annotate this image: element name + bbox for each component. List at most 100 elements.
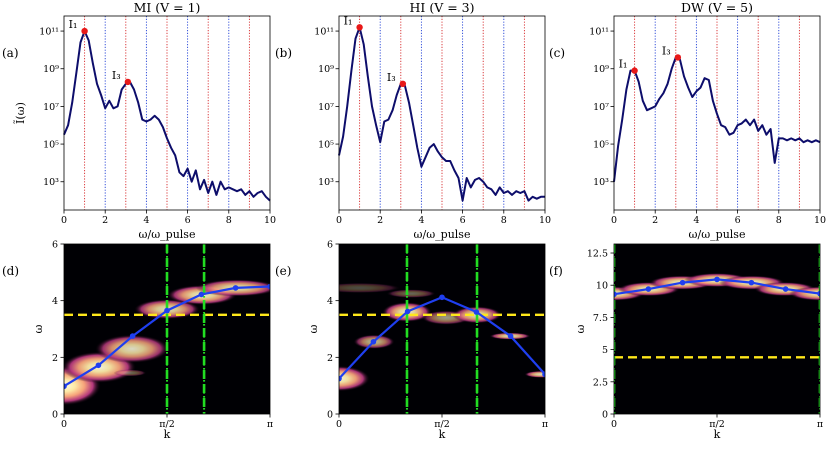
peak-marker	[124, 78, 132, 86]
dispersion-point	[748, 279, 755, 286]
peak-marker	[81, 27, 88, 35]
panel-label-c: (c)	[549, 46, 565, 60]
y-tick-label: 10⁷	[593, 102, 609, 113]
panel-label-b: (b)	[275, 46, 292, 60]
peak-label: I₃	[112, 69, 121, 82]
dispersion-point	[64, 383, 67, 390]
dispersion-point	[232, 285, 239, 291]
spectral-intensity-blob	[339, 282, 401, 294]
x-tick-label: 8	[226, 215, 232, 226]
x-tick-label: 0	[336, 215, 342, 226]
chart-panel-b: HI (V = 3) I₁ I₃ 0 2 4 6 8 10 10³ 10⁵ 10⁷ 10⁹ 10¹¹ ω/ω…	[314, 0, 551, 241]
x-tick-label: 10	[264, 215, 276, 226]
x-tick-label: 0	[611, 419, 617, 430]
peak-label: I₁	[344, 14, 353, 27]
dispersion-point	[714, 276, 720, 283]
dispersion-point	[782, 286, 789, 292]
y-axis-label: ω	[574, 324, 587, 333]
x-tick-label: 4	[418, 215, 424, 226]
panel-label-f: (f)	[549, 264, 563, 278]
chart-panel-d: 0 π/2 π 0 2 4 6 k ω	[32, 240, 273, 442]
x-axis-label: k	[164, 428, 171, 441]
x-tick-label: 6	[735, 215, 741, 226]
chart-title: HI (V = 3)	[410, 0, 475, 15]
y-tick-label: 10³	[318, 177, 334, 188]
y-tick-label: 2	[52, 353, 58, 364]
x-axis-label: ω/ω_pulse	[689, 228, 746, 241]
axes-frame	[338, 15, 546, 211]
x-tick-label: π	[817, 419, 823, 430]
x-tick-label: 8	[501, 215, 507, 226]
x-tick-label: 2	[652, 215, 658, 226]
chart-panel-a: MI (V = 1) I₁ I₃ 0 2 4 6 8 10 10³ 10⁵ 10⁷ 10⁹ 10¹¹ ω/ω…	[13, 0, 276, 241]
y-tick-label: 0	[602, 410, 608, 421]
dispersion-point	[679, 279, 686, 286]
spectrum-line	[613, 56, 821, 182]
chart-title: MI (V = 1)	[134, 0, 201, 15]
peak-marker	[356, 24, 363, 31]
y-tick-label: 10	[596, 281, 608, 292]
axes-frame	[63, 15, 271, 211]
y-axis-label: Ĩ(ω)	[13, 102, 27, 124]
x-tick-label: 6	[460, 215, 466, 226]
y-tick-label: 10⁹	[593, 64, 609, 75]
x-tick-label: π	[267, 419, 273, 430]
y-axis-label: ω	[307, 324, 320, 333]
dispersion-point	[129, 333, 136, 339]
y-tick-label: 2.5	[593, 377, 608, 388]
spectral-intensity-blob	[113, 369, 147, 377]
dispersion-point	[339, 375, 342, 382]
peak-label: I₃	[662, 44, 671, 57]
panel-label-e: (e)	[275, 264, 291, 278]
y-tick-label: 10¹¹	[589, 27, 609, 38]
y-tick-label: 10⁹	[43, 64, 59, 75]
chart-panel-e: 0 π/2 π 0 2 4 6 k ω	[307, 240, 548, 442]
dispersion-point	[267, 283, 270, 290]
chart-panel-f: 0 π/2 π 0 2.5 5 7.5 10 12.5 k ω	[574, 243, 823, 441]
x-tick-label: 6	[185, 215, 191, 226]
y-tick-label: 5	[602, 345, 608, 356]
dispersion-point	[614, 291, 617, 298]
x-tick-label: 2	[102, 215, 108, 226]
heatmap-layer	[64, 244, 270, 414]
x-tick-label: 0	[61, 419, 67, 430]
x-axis-label: ω/ω_pulse	[414, 228, 471, 241]
dispersion-point	[404, 308, 411, 315]
spectrum-line	[63, 30, 271, 202]
x-tick-label: 4	[693, 215, 699, 226]
y-tick-label: 10¹¹	[39, 27, 59, 38]
panel-label-a: (a)	[2, 46, 19, 60]
y-tick-label: 10¹¹	[314, 27, 334, 38]
y-tick-label: 6	[52, 240, 58, 251]
x-tick-label: 8	[776, 215, 782, 226]
x-axis-label: ω/ω_pulse	[139, 228, 196, 241]
panel-label-d: (d)	[2, 264, 19, 278]
peak-label: I₁	[619, 58, 628, 71]
y-tick-label: 10³	[43, 177, 59, 188]
x-tick-label: 4	[143, 215, 149, 226]
y-tick-label: 10⁵	[593, 140, 609, 151]
plot-background	[64, 16, 270, 210]
dispersion-point	[542, 371, 545, 378]
y-tick-label: 10⁷	[318, 102, 334, 113]
x-tick-label: π/2	[434, 419, 450, 430]
dispersion-point	[507, 333, 514, 339]
peak-label: I₃	[387, 71, 396, 84]
y-tick-label: 10⁵	[318, 140, 334, 151]
y-axis-label: ω	[32, 324, 45, 333]
y-tick-label: 4	[52, 296, 58, 307]
spectrum-line	[338, 26, 545, 202]
chart-panel-c: DW (V = 5) I₁ I₃ 0 2 4 6 8 10 10³ 10⁵ 10⁷ 10⁹ 10¹¹ ω/ω…	[589, 0, 826, 241]
y-tick-label: 0	[327, 410, 333, 421]
heatmap-background	[339, 244, 545, 414]
peak-marker	[399, 80, 407, 88]
x-tick-label: π	[542, 419, 548, 430]
dispersion-point	[95, 362, 102, 369]
x-axis-label: k	[714, 428, 721, 441]
dispersion-point	[645, 286, 652, 292]
peak-marker	[674, 54, 682, 61]
y-tick-label: 6	[327, 240, 333, 251]
dispersion-point	[817, 290, 820, 297]
y-tick-label: 4	[327, 296, 333, 307]
